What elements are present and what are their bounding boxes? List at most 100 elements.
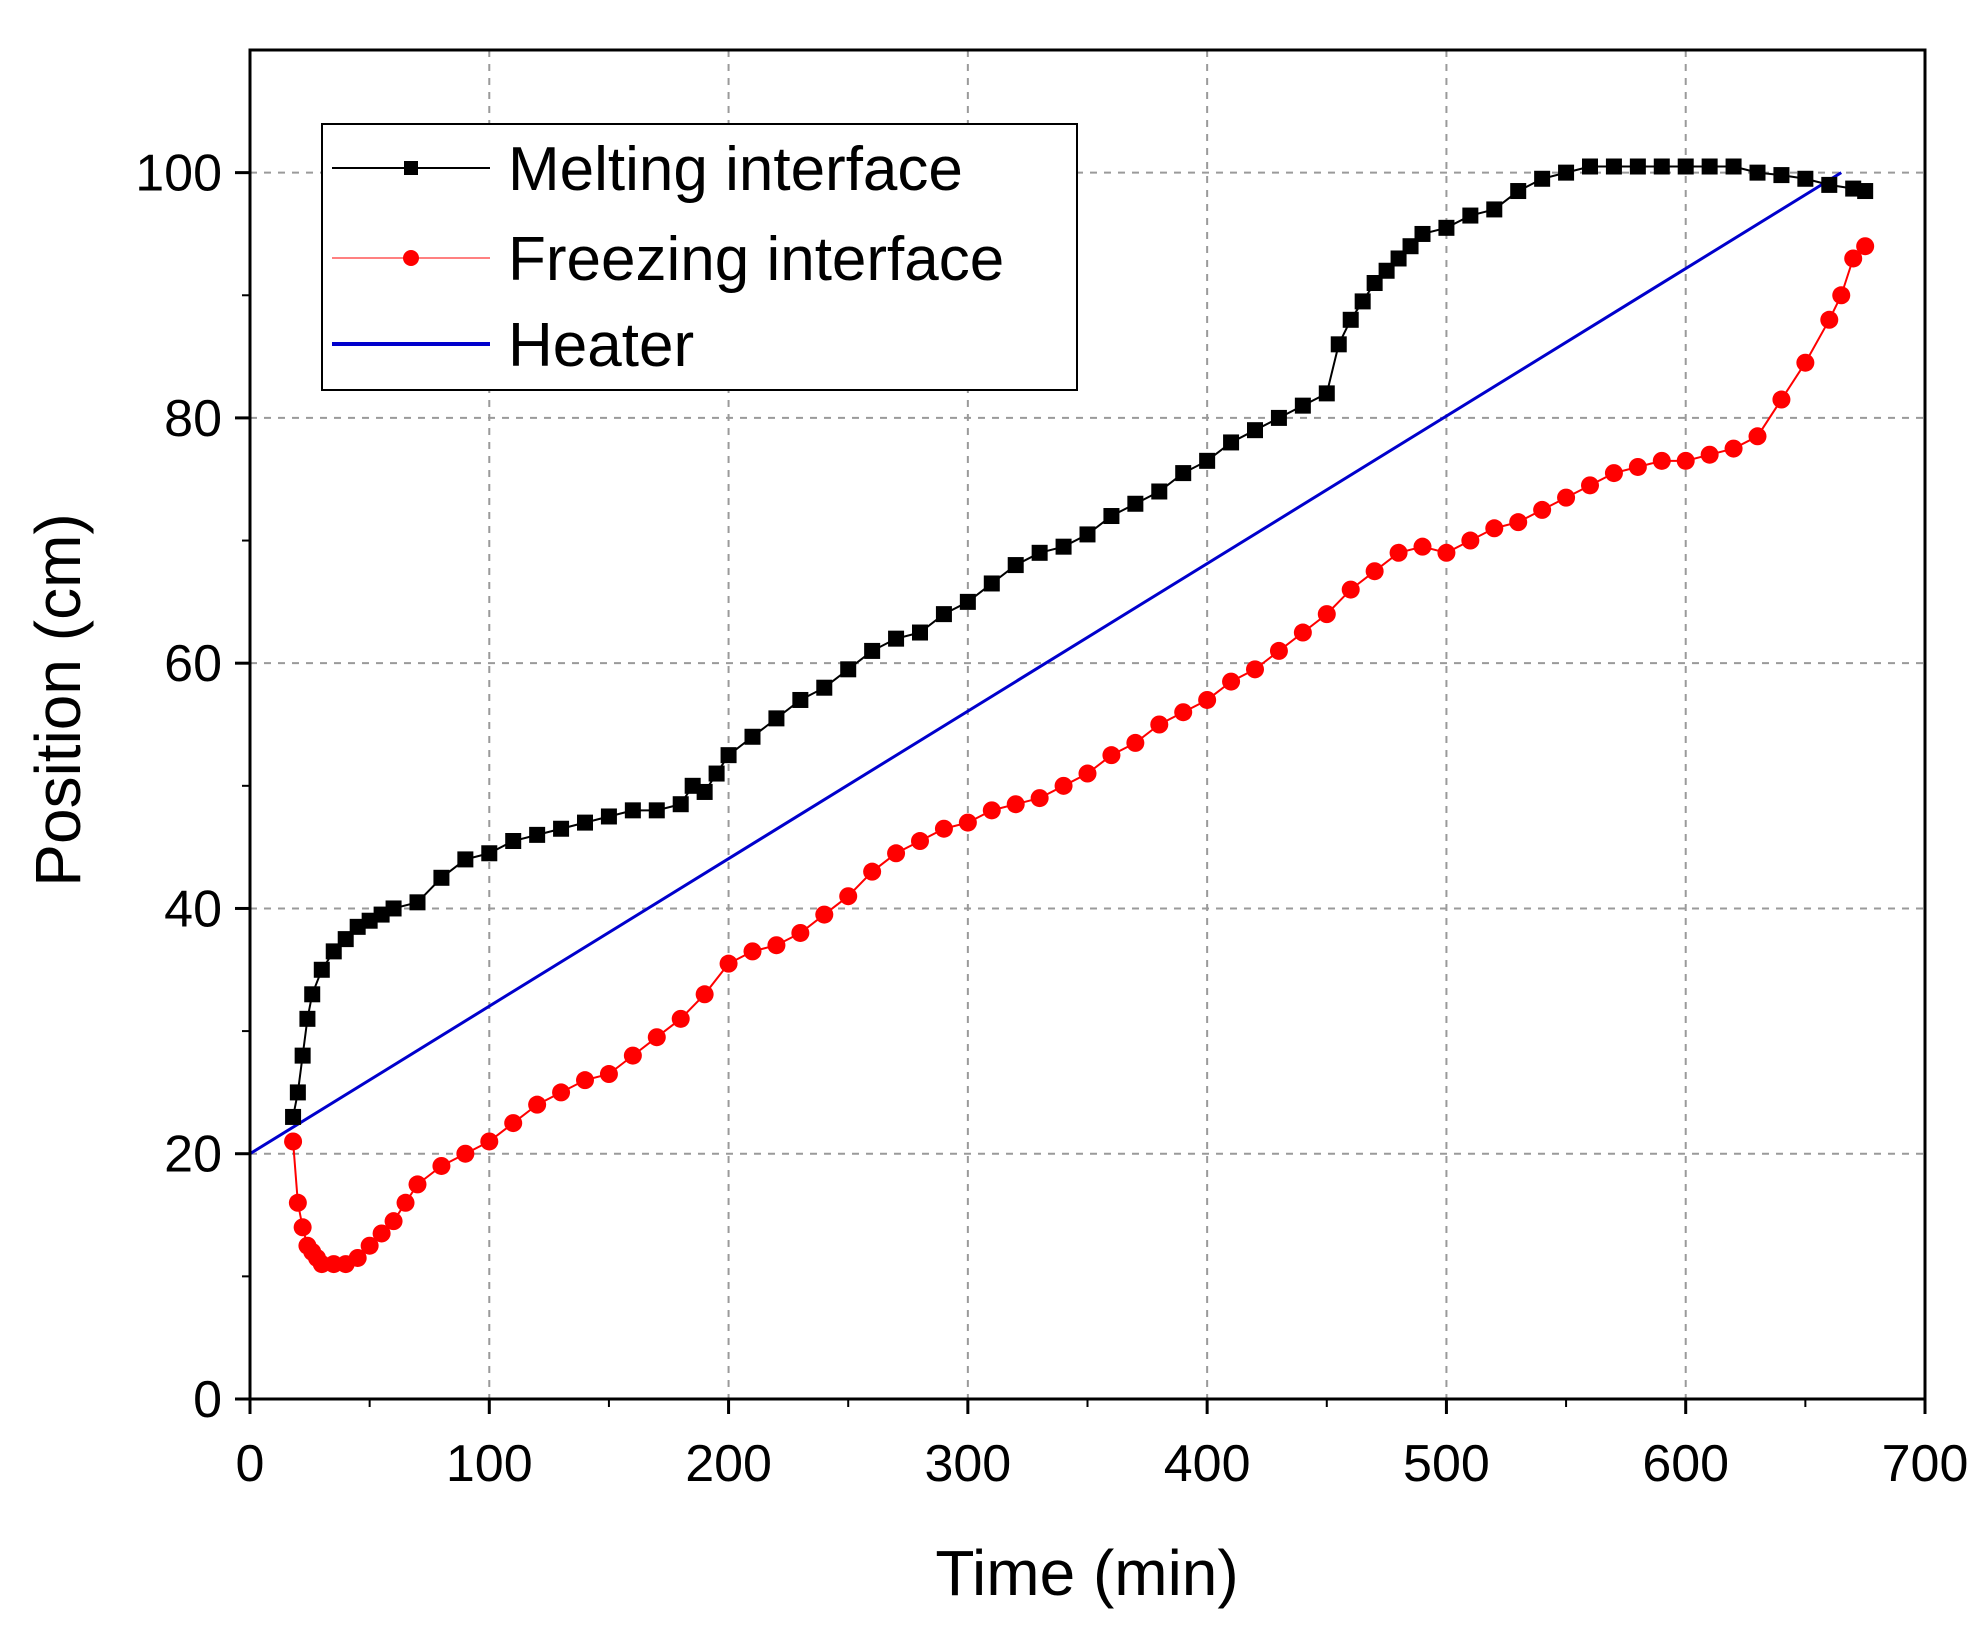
freezing-point [695,985,714,1004]
y-tick-label: 40 [164,880,222,938]
melting-point [1438,219,1455,236]
freezing-series [284,237,1875,1274]
freezing-point [1413,537,1432,556]
freezing-point [384,1212,403,1231]
freezing-point [1628,457,1647,476]
freezing-point [1150,715,1169,734]
melting-point [816,679,833,696]
freezing-point [958,813,977,832]
melting-point [1354,293,1371,310]
melting-point [577,814,593,831]
freezing-point [815,905,834,924]
freezing-point [1652,451,1671,470]
freezing-point [719,954,738,973]
freezing-point [743,942,762,961]
melting-point [1653,158,1670,175]
melting-point [1402,238,1419,255]
freezing-point [839,887,858,906]
melting-point [529,826,546,843]
melting-point [1199,452,1216,469]
freezing-point [1485,519,1504,538]
freezing-line [292,245,1866,1266]
melting-point [1342,311,1359,328]
freezing-point [1293,623,1312,642]
melting-point [1247,422,1263,439]
y-axis-title: Position (cm) [22,513,94,886]
melting-point [1558,164,1575,181]
freezing-point [934,819,953,838]
melting-point [1103,508,1120,525]
melting-point [285,1108,302,1125]
freezing-point [599,1065,618,1084]
melting-point [1390,250,1407,267]
melting-point [1857,183,1874,200]
freezing-point [1246,660,1264,679]
freezing-point [288,1193,307,1212]
melting-point [696,783,713,800]
melting-point [792,691,809,708]
melting-point [1534,170,1551,187]
freezing-point [284,1132,303,1151]
freezing-point [348,1248,367,1267]
legend-item-melting: Melting interface [332,135,963,204]
freezing-point [982,801,1001,820]
melting-point [1127,495,1144,512]
freezing-point [408,1175,427,1194]
melting-point [912,624,928,641]
melting-point [672,796,689,813]
freezing-point [863,862,882,881]
freezing-point [1533,500,1552,519]
x-axis-ticks: 0 100 200 300 400 500 600 700 [236,1399,1968,1493]
freezing-point [1604,464,1623,483]
melting-point [1318,385,1335,402]
melting-point [648,802,665,819]
freezing-point [1724,439,1743,458]
melting-point [1366,275,1383,292]
freezing-point [1461,531,1480,550]
freezing-point [1126,733,1145,752]
melting-series [285,158,1874,1125]
freezing-point [576,1071,594,1090]
y-tick-label: 20 [164,1126,222,1184]
legend-label-heater: Heater [508,311,694,380]
melting-point [888,630,905,647]
melting-point [1378,262,1395,279]
melting-point [1486,201,1503,218]
melting-point [1462,207,1479,224]
x-tick-label: 100 [446,1435,533,1493]
freezing-point [1772,390,1791,409]
melting-point [1031,544,1048,561]
melting-point [289,1084,306,1101]
heater-line [249,171,1843,1156]
legend-marker-square [404,161,418,175]
melting-point [1605,158,1622,175]
melting-point [840,661,857,678]
melting-point [457,851,474,868]
freezing-point [1509,513,1528,532]
melting-point [433,869,450,886]
freezing-point [1365,562,1384,581]
freezing-point [1389,543,1408,562]
melting-point [1510,183,1527,200]
freezing-point [432,1156,451,1175]
freezing-point [887,844,906,863]
freezing-point [504,1114,523,1133]
freezing-point [396,1193,415,1212]
freezing-point [480,1132,499,1151]
freezing-point [1700,445,1719,464]
freezing-point [1222,672,1241,691]
legend-label-freezing: Freezing interface [508,225,1004,294]
freezing-point [1832,286,1851,305]
freezing-point [1102,746,1121,765]
freezing-point [623,1046,642,1065]
melting-point [325,943,342,960]
melting-point [1629,158,1646,175]
melting-point [1079,526,1096,543]
melting-point [337,931,354,948]
legend-item-heater: Heater [332,311,694,380]
freezing-point [528,1095,547,1114]
melting-point [1773,167,1790,184]
melting-point [624,802,641,819]
freezing-point [552,1083,571,1102]
melting-point [505,833,522,850]
